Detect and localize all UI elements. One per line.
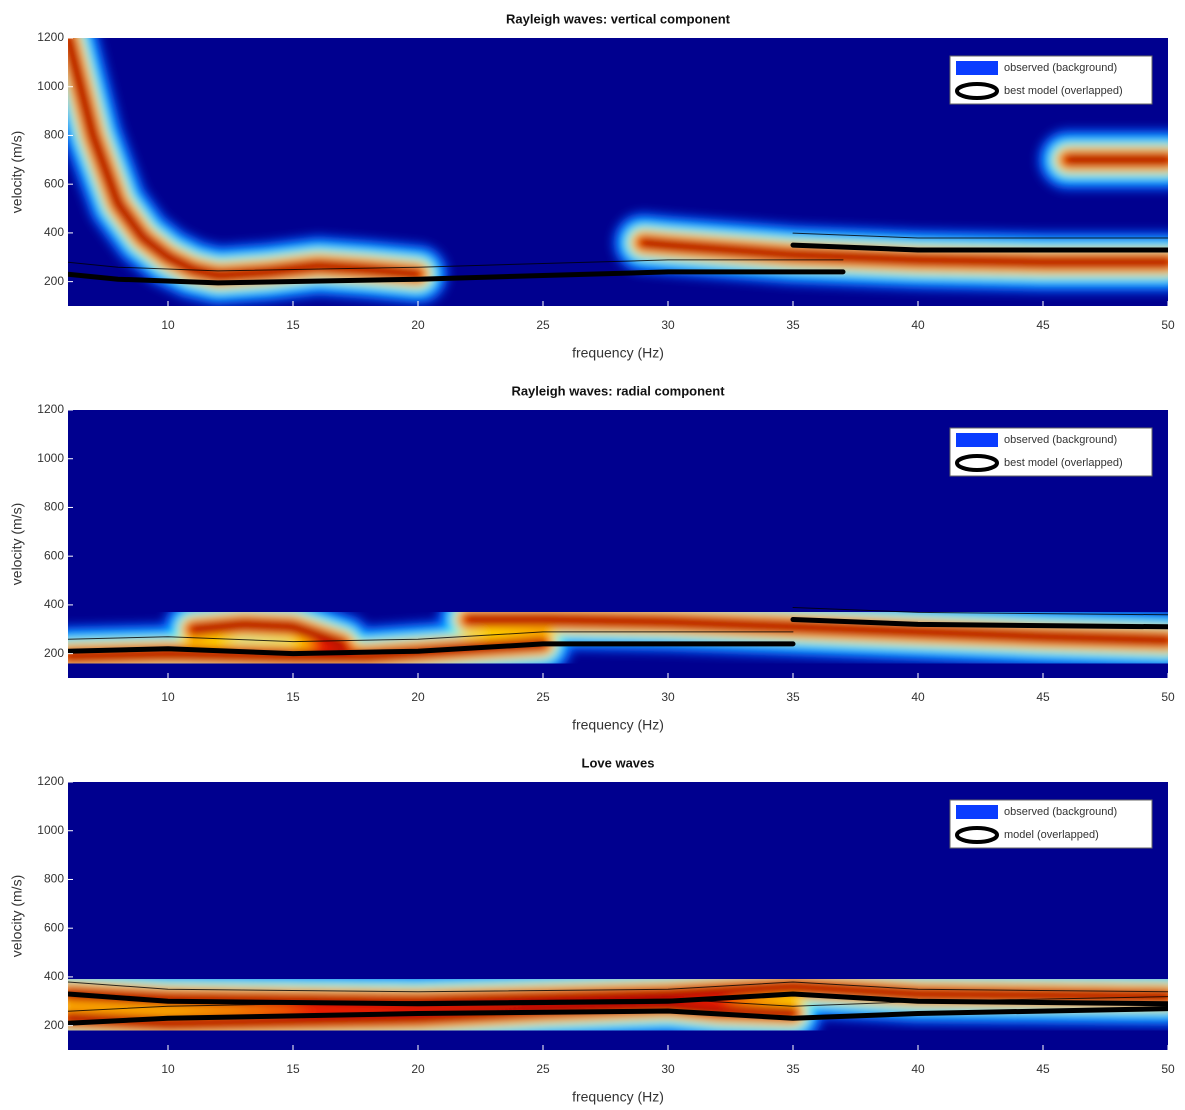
legend-swatch: [955, 826, 999, 844]
x-axis-label: frequency (Hz): [572, 345, 664, 361]
plot-area: [68, 589, 1168, 678]
x-tick-label: 25: [536, 318, 550, 332]
y-tick-label: 1000: [37, 79, 64, 93]
observed-spectrum: [68, 589, 1168, 678]
x-tick-label: 10: [161, 318, 175, 332]
x-tick-label: 20: [411, 1062, 425, 1076]
legend-label: best model (overlapped): [1004, 457, 1123, 469]
x-tick-label: 45: [1036, 1062, 1050, 1076]
x-tick-label: 15: [286, 1062, 300, 1076]
legend-swatch: [955, 454, 999, 472]
x-tick-label: 35: [786, 318, 800, 332]
x-tick-label: 50: [1161, 318, 1175, 332]
model-curve: [68, 981, 1168, 1012]
y-tick-label: 1000: [37, 823, 64, 837]
x-tick-label: 45: [1036, 318, 1050, 332]
model-curve: [68, 617, 1168, 657]
x-tick-label: 50: [1161, 1062, 1175, 1076]
x-tick-label: 50: [1161, 690, 1175, 704]
x-tick-label: 15: [286, 318, 300, 332]
legend-label: model (overlapped): [1004, 829, 1099, 841]
y-tick-label: 400: [44, 969, 64, 983]
x-tick-label: 30: [661, 318, 675, 332]
x-tick-label: 20: [411, 318, 425, 332]
model-curve: [68, 232, 1168, 272]
y-tick-label: 1000: [37, 451, 64, 465]
y-tick-label: 800: [44, 500, 64, 514]
x-axis-label: frequency (Hz): [572, 1089, 664, 1105]
x-tick-label: 25: [536, 1062, 550, 1076]
x-tick-label: 30: [661, 690, 675, 704]
legend-label: best model (overlapped): [1004, 85, 1123, 97]
legend-swatch: [956, 433, 998, 447]
y-tick-label: 200: [44, 1018, 64, 1032]
y-tick-label: 200: [44, 274, 64, 288]
legend-swatch: [956, 805, 998, 819]
y-axis-label: velocity (m/s): [9, 503, 25, 585]
model-curve: [68, 242, 1168, 286]
x-tick-label: 35: [786, 1062, 800, 1076]
y-tick-label: 600: [44, 176, 64, 190]
model-curve: [68, 607, 1168, 643]
x-tick-label: 40: [911, 690, 925, 704]
y-tick-label: 800: [44, 872, 64, 886]
x-tick-label: 35: [786, 690, 800, 704]
legend-label: observed (background): [1004, 806, 1117, 818]
y-tick-label: 1200: [37, 402, 64, 416]
x-axis-label: frequency (Hz): [572, 717, 664, 733]
y-tick-label: 1200: [37, 774, 64, 788]
y-axis-label: velocity (m/s): [9, 131, 25, 213]
legend-label: observed (background): [1004, 434, 1117, 446]
y-tick-label: 200: [44, 646, 64, 660]
plot-area: [68, 956, 1168, 1050]
legend-swatch: [956, 61, 998, 75]
x-tick-label: 25: [536, 690, 550, 704]
x-tick-label: 10: [161, 1062, 175, 1076]
x-tick-label: 40: [911, 1062, 925, 1076]
x-tick-label: 20: [411, 690, 425, 704]
legend-swatch: [955, 82, 999, 100]
legend-label: observed (background): [1004, 62, 1117, 74]
x-tick-label: 15: [286, 690, 300, 704]
chart-title: Rayleigh waves: radial component: [511, 383, 725, 398]
chart-title: Love waves: [582, 755, 655, 770]
y-tick-label: 400: [44, 225, 64, 239]
x-tick-label: 10: [161, 690, 175, 704]
y-tick-label: 600: [44, 548, 64, 562]
y-tick-label: 400: [44, 597, 64, 611]
y-axis-label: velocity (m/s): [9, 875, 25, 957]
y-tick-label: 1200: [37, 30, 64, 44]
y-tick-label: 800: [44, 128, 64, 142]
x-tick-label: 40: [911, 318, 925, 332]
x-tick-label: 45: [1036, 690, 1050, 704]
x-tick-label: 30: [661, 1062, 675, 1076]
y-tick-label: 600: [44, 920, 64, 934]
plot-area: [68, 38, 1168, 306]
chart-title: Rayleigh waves: vertical component: [506, 11, 731, 26]
